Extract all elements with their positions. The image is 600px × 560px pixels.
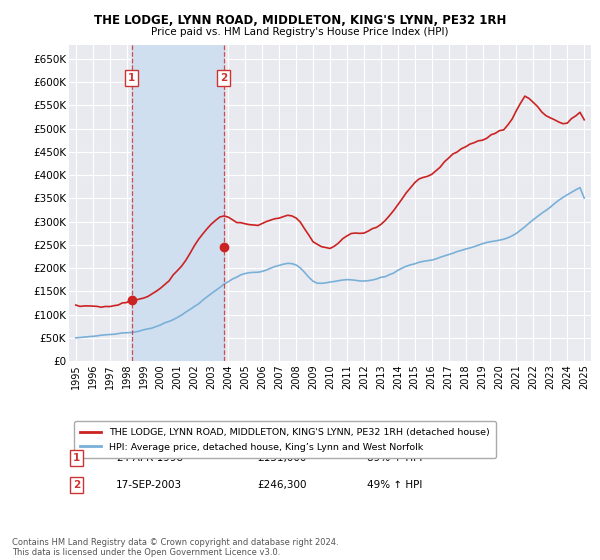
Text: 49% ↑ HPI: 49% ↑ HPI	[367, 479, 422, 489]
Text: 1: 1	[128, 73, 136, 83]
Text: 1: 1	[73, 452, 80, 463]
Text: 17-SEP-2003: 17-SEP-2003	[116, 479, 182, 489]
Text: Price paid vs. HM Land Registry's House Price Index (HPI): Price paid vs. HM Land Registry's House …	[151, 27, 449, 37]
Text: 2: 2	[220, 73, 227, 83]
Legend: THE LODGE, LYNN ROAD, MIDDLETON, KING'S LYNN, PE32 1RH (detached house), HPI: Av: THE LODGE, LYNN ROAD, MIDDLETON, KING'S …	[74, 421, 496, 458]
Text: 24-APR-1998: 24-APR-1998	[116, 452, 183, 463]
Text: THE LODGE, LYNN ROAD, MIDDLETON, KING'S LYNN, PE32 1RH: THE LODGE, LYNN ROAD, MIDDLETON, KING'S …	[94, 14, 506, 27]
Text: £246,300: £246,300	[257, 479, 307, 489]
Bar	[132, 45, 224, 361]
Text: Contains HM Land Registry data © Crown copyright and database right 2024.
This d: Contains HM Land Registry data © Crown c…	[12, 538, 338, 557]
Text: £131,000: £131,000	[257, 452, 306, 463]
Text: 89% ↑ HPI: 89% ↑ HPI	[367, 452, 422, 463]
Text: 2: 2	[73, 479, 80, 489]
